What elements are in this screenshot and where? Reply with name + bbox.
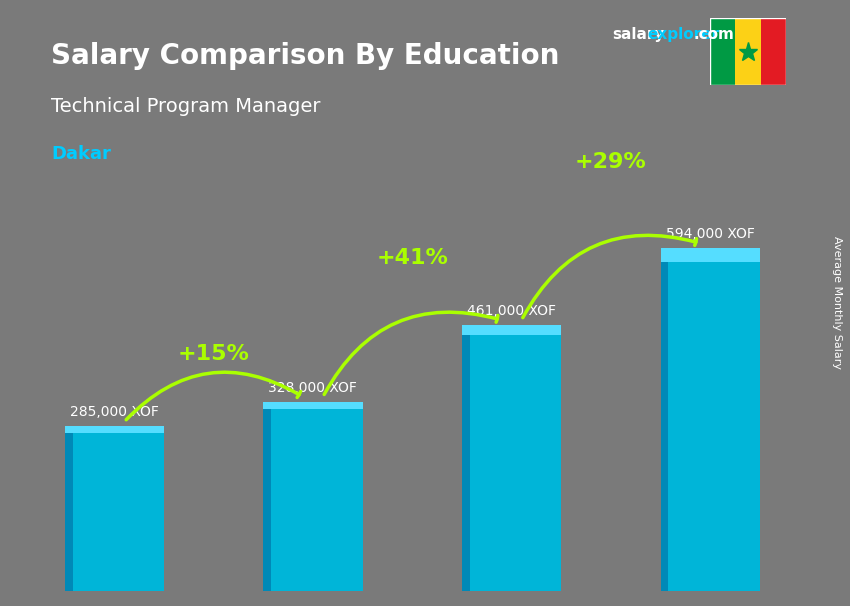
Bar (264, 402, 363, 409)
Bar (660, 248, 760, 591)
Text: 328,000 XOF: 328,000 XOF (269, 381, 357, 395)
Bar (761, 18, 786, 85)
Bar (65, 427, 164, 591)
Text: +29%: +29% (575, 152, 647, 172)
Text: +15%: +15% (178, 344, 250, 364)
Bar (462, 325, 470, 591)
Bar (710, 18, 735, 85)
Bar (65, 427, 72, 591)
Bar (660, 248, 668, 591)
Text: Salary Comparison By Education: Salary Comparison By Education (51, 42, 559, 70)
Bar (462, 325, 561, 335)
Bar (660, 248, 760, 262)
Bar (264, 402, 271, 591)
Text: Technical Program Manager: Technical Program Manager (51, 97, 320, 116)
Text: 285,000 XOF: 285,000 XOF (70, 405, 159, 419)
Text: explorer: explorer (648, 27, 720, 42)
Text: 461,000 XOF: 461,000 XOF (467, 304, 556, 318)
Bar (65, 427, 164, 433)
Text: .com: .com (694, 27, 734, 42)
Bar (264, 402, 363, 591)
Text: salary: salary (612, 27, 665, 42)
Bar (735, 18, 761, 85)
Text: Dakar: Dakar (51, 145, 110, 164)
Text: Average Monthly Salary: Average Monthly Salary (832, 236, 842, 370)
Text: +41%: +41% (377, 248, 448, 268)
Text: 594,000 XOF: 594,000 XOF (666, 227, 755, 241)
Bar (462, 325, 561, 591)
